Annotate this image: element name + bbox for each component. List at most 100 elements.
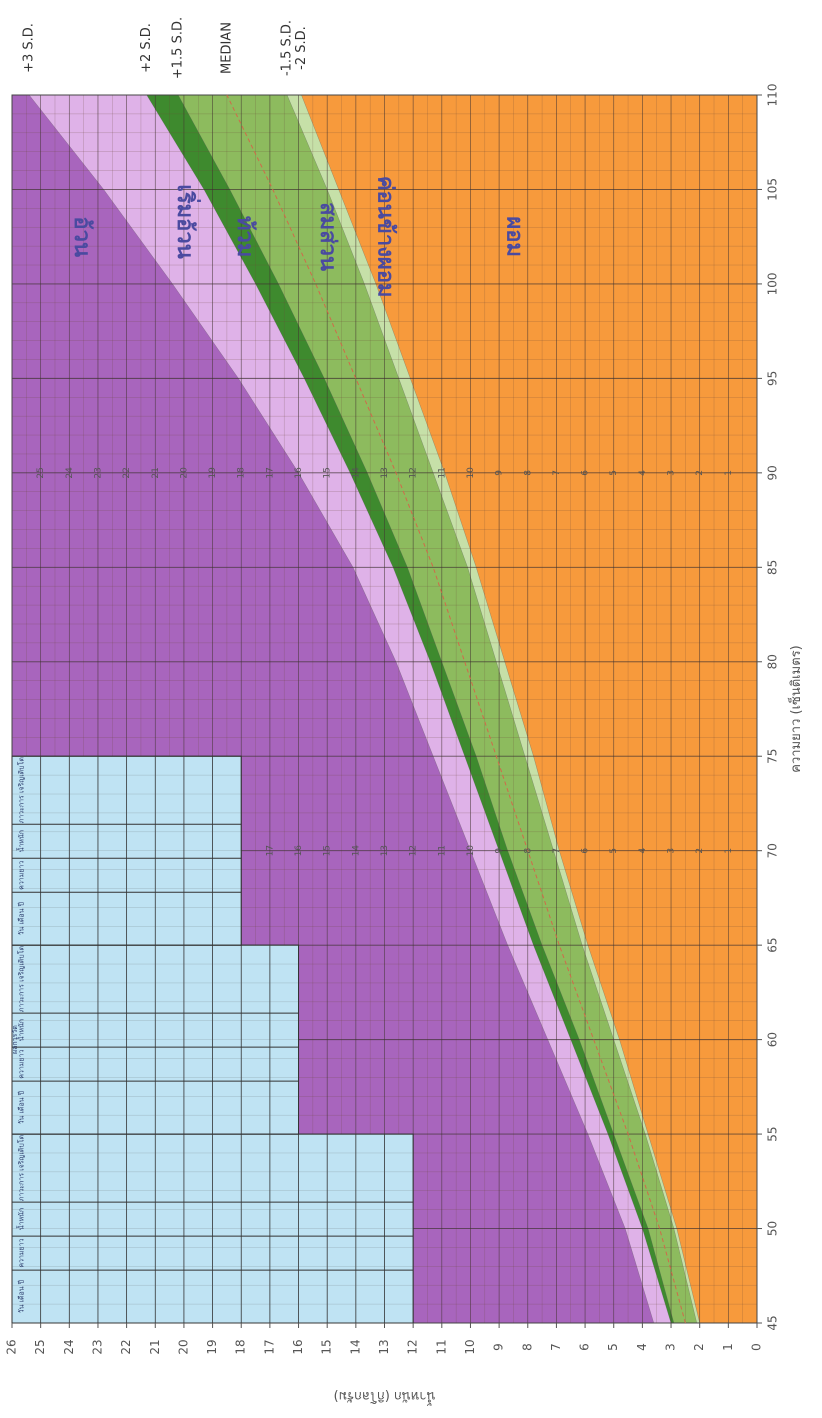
zone-label: ค่อนข้างผอม (373, 176, 398, 298)
x-tick-label: 100 (766, 272, 780, 295)
y-tick-label: 6 (578, 1343, 592, 1351)
scale-number-right: 6 (581, 470, 591, 476)
zone-label: เริ่มอ้วน (172, 184, 202, 258)
scale-number-right: 24 (65, 467, 75, 479)
sd-label: MEDIAN (219, 22, 234, 74)
y-tick-label: 3 (664, 1343, 678, 1351)
scale-number-right: 3 (667, 470, 677, 476)
scale-number-right: 2 (695, 470, 705, 476)
scale-number-right: 21 (151, 467, 161, 478)
sd-label: -1.5 S.D. (280, 20, 295, 76)
scale-number-right: 7 (552, 470, 562, 476)
y-tick-label: 24 (62, 1339, 76, 1354)
y-tick-label: 20 (176, 1339, 190, 1354)
y-tick-label: 1 (721, 1343, 735, 1351)
sd-labels: +3 S.D. +2 S.D. +1.5 S.D. MEDIAN -1.5 S.D. -2… (22, 17, 309, 79)
table-column-header: น้ำหนัก (14, 830, 25, 852)
y-tick-label: 4 (635, 1343, 649, 1351)
scale-number-right: 1 (724, 470, 734, 476)
scale-number-left: 12 (409, 845, 419, 856)
y-tick-label: 8 (520, 1343, 534, 1351)
table-column-header: ภาวะการ เจริญเติบโต (16, 946, 25, 1013)
axis-ticks: 4550556065707580859095100105110012345678… (5, 84, 780, 1355)
y-tick-label: 14 (348, 1339, 362, 1354)
scale-number-left: 10 (466, 845, 476, 857)
scale-number-left: 17 (265, 845, 275, 856)
sd-curve (146, 94, 672, 1324)
x-tick-label: 50 (766, 1221, 780, 1236)
table-column-header: วัน เดือน ปี (17, 1090, 25, 1124)
scale-number-right: 23 (93, 467, 103, 478)
y-tick-label: 5 (606, 1343, 620, 1351)
scale-number-right: 20 (179, 467, 189, 479)
y-tick-label: 23 (90, 1339, 104, 1354)
y-tick-label: 17 (262, 1339, 276, 1354)
y-tick-label: 2 (692, 1343, 706, 1351)
x-tick-label: 60 (766, 1032, 780, 1047)
y-tick-label: 18 (234, 1339, 248, 1354)
table-column-header: วัน เดือน ปี (17, 901, 25, 935)
y-tick-label: 19 (205, 1339, 219, 1354)
table-column-header: น้ำหนัก (14, 1019, 25, 1041)
x-tick-label: 105 (766, 178, 780, 201)
y-tick-label: 12 (406, 1339, 420, 1354)
x-tick-label: 55 (766, 1126, 780, 1141)
table-column-header: ความยาว (17, 861, 25, 890)
y-tick-label: 13 (377, 1339, 391, 1354)
y-tick-label: 9 (492, 1343, 506, 1351)
zone-label: ผอม (501, 216, 526, 257)
y-tick-label: 11 (434, 1339, 448, 1354)
x-tick-label: 45 (766, 1315, 780, 1330)
y-tick-label: 16 (291, 1339, 305, 1354)
scale-number-left: 14 (351, 845, 361, 857)
zone-label: อ้วน (69, 216, 94, 257)
median-line (226, 94, 686, 1324)
scale-numbers: 1234567891011121314151617123456789101112… (36, 467, 734, 857)
y-tick-label: 15 (320, 1339, 334, 1354)
scale-number-left: 16 (294, 845, 304, 857)
table-column-header: ภาวะการ เจริญเติบโต (16, 1134, 25, 1201)
y-tick-label: 22 (119, 1339, 133, 1354)
zone-label: สมส่วน (315, 202, 340, 271)
scale-number-right: 8 (523, 470, 533, 476)
y-tick-label: 21 (148, 1339, 162, 1354)
table-column-header: น้ำหนัก (14, 1208, 25, 1230)
x-tick-label: 75 (766, 749, 780, 764)
scale-number-left: 9 (495, 848, 505, 854)
y-axis-label: น้ำหนัก (กิโลกรัม) (333, 1388, 435, 1406)
zone-labels: อ้วน เริ่มอ้วน ท้วม สมส่วน ค่อนข้างผอม ผอม (69, 176, 527, 298)
scale-number-left: 15 (323, 845, 333, 856)
scale-number-right: 13 (380, 467, 390, 478)
scale-number-right: 22 (122, 467, 132, 478)
y-tick-label: 26 (5, 1339, 19, 1354)
scale-number-left: 4 (638, 848, 648, 854)
sd-curve (29, 94, 655, 1324)
table-column-header: ความยาว (17, 1050, 25, 1079)
zone-label: ท้วม (232, 216, 257, 257)
scale-number-left: 8 (523, 848, 533, 854)
scale-number-right: 25 (36, 467, 46, 478)
x-tick-label: 95 (766, 371, 780, 386)
scale-number-right: 9 (495, 470, 505, 476)
scale-number-right: 11 (437, 467, 447, 478)
scale-number-right: 14 (351, 467, 361, 479)
scale-number-right: 10 (466, 467, 476, 479)
table-header: ผลการวัด (11, 1025, 19, 1054)
scale-number-left: 2 (695, 848, 705, 854)
sd-curve (177, 94, 675, 1324)
sd-label: +1.5 S.D. (171, 17, 186, 79)
x-tick-label: 85 (766, 560, 780, 575)
scale-number-right: 15 (323, 467, 333, 478)
scale-number-left: 11 (437, 845, 447, 856)
x-tick-label: 90 (766, 465, 780, 480)
median-curve (226, 94, 686, 1324)
scale-number-left: 1 (724, 848, 734, 854)
scale-number-right: 17 (265, 467, 275, 478)
scale-number-right: 4 (638, 470, 648, 476)
scale-number-left: 6 (581, 848, 591, 854)
table-column-header: ความยาว (17, 1238, 25, 1267)
scale-number-left: 7 (552, 848, 562, 854)
x-axis-label: ความยาว (เซ็นติเมตร) (786, 645, 804, 772)
